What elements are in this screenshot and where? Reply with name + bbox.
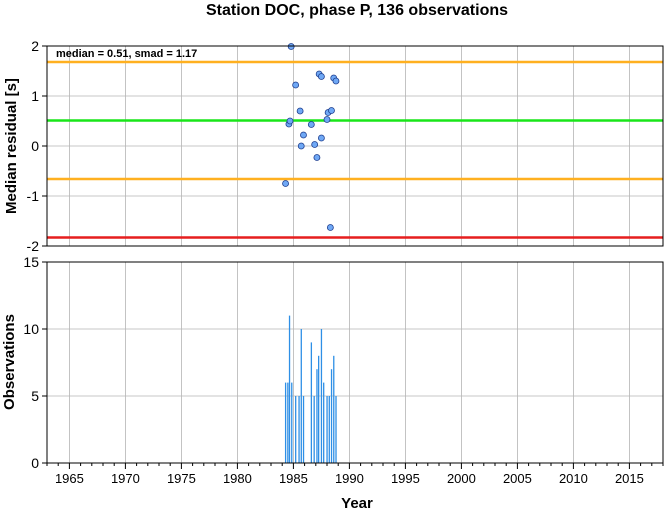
residual-point bbox=[328, 107, 335, 114]
residual-point bbox=[317, 134, 325, 142]
observation-bar bbox=[298, 396, 300, 463]
observation-bar bbox=[318, 355, 320, 463]
year-tick-label: 2005 bbox=[503, 471, 532, 486]
observation-bars bbox=[284, 315, 337, 463]
residual-y-tick-label: -1 bbox=[27, 188, 40, 204]
observation-bar bbox=[300, 329, 302, 463]
residual-y-tick-label: -2 bbox=[27, 238, 40, 254]
year-tick-label: 1990 bbox=[335, 471, 364, 486]
residual-reference-lines bbox=[47, 60, 663, 239]
observation-bar bbox=[328, 396, 330, 463]
year-tick-label: 2000 bbox=[447, 471, 476, 486]
residual-point bbox=[300, 131, 307, 139]
observations-frame bbox=[46, 261, 664, 464]
observation-bar bbox=[288, 315, 291, 463]
observation-bar bbox=[302, 396, 305, 463]
observation-bar bbox=[295, 396, 297, 463]
residual-point bbox=[326, 224, 334, 231]
observation-bar bbox=[323, 382, 325, 463]
residual-y-tick-label: 0 bbox=[31, 138, 39, 154]
year-tick-label: 1985 bbox=[279, 471, 308, 486]
residual-point bbox=[297, 142, 305, 150]
observation-bar bbox=[326, 396, 328, 463]
residual-point bbox=[286, 117, 294, 125]
observation-bar bbox=[320, 329, 323, 463]
observation-bar bbox=[287, 382, 289, 463]
residual-y-ticks: 2 1 0 -1 -2 bbox=[27, 38, 47, 254]
year-tick-label: 1965 bbox=[55, 471, 84, 486]
year-tick-label: 1975 bbox=[167, 471, 196, 486]
observation-bar bbox=[330, 369, 333, 463]
median-smad-annotation: median = 0.51, smad = 1.17 bbox=[56, 48, 197, 60]
year-tick-label: 1995 bbox=[391, 471, 420, 486]
residual-point bbox=[296, 107, 304, 115]
observations-plot-area bbox=[47, 262, 663, 463]
residual-point bbox=[311, 141, 319, 148]
observations-panel: 15 10 5 0 1965 1970 1975 1980 1985 1990 1995 2000 2… bbox=[1, 254, 664, 511]
observation-bar bbox=[291, 382, 293, 463]
observation-bar bbox=[316, 369, 318, 463]
observations-y-axis-label: Observations bbox=[1, 314, 18, 410]
residual-point bbox=[307, 121, 315, 128]
observations-y-tick-label: 15 bbox=[23, 254, 39, 270]
residual-y-tick-label: 2 bbox=[31, 38, 39, 54]
observations-y-ticks: 15 10 5 0 bbox=[23, 254, 47, 471]
year-tick-label: 2010 bbox=[559, 471, 588, 486]
year-x-ticks: 1965 1970 1975 1980 1985 1990 1995 2000 2005 2010… bbox=[46, 463, 664, 486]
observation-bar bbox=[310, 342, 313, 463]
residual-point bbox=[317, 73, 325, 80]
observation-bar bbox=[284, 382, 287, 463]
residual-point bbox=[323, 116, 331, 123]
observations-y-tick-label: 5 bbox=[31, 388, 39, 404]
residual-panel: 2 1 0 -1 -2 median = 0.51, smad = 1.17 Media… bbox=[3, 38, 664, 254]
observation-bar bbox=[333, 355, 335, 463]
residual-y-axis-label: Median residual [s] bbox=[3, 78, 20, 214]
residual-point bbox=[313, 154, 321, 161]
year-x-axis-label: Year bbox=[341, 495, 373, 511]
observation-bar bbox=[313, 396, 315, 463]
residual-point bbox=[332, 77, 340, 85]
year-tick-label: 1970 bbox=[111, 471, 140, 486]
observation-bar bbox=[335, 396, 337, 463]
observations-y-tick-label: 10 bbox=[23, 321, 39, 337]
year-tick-label: 1980 bbox=[223, 471, 252, 486]
observations-y-tick-label: 0 bbox=[31, 455, 39, 471]
residual-point bbox=[292, 81, 300, 89]
year-tick-label: 2015 bbox=[615, 471, 644, 486]
residual-y-tick-label: 1 bbox=[31, 88, 39, 104]
chart-title: Station DOC, phase P, 136 observations bbox=[206, 2, 508, 19]
residual-points bbox=[282, 43, 340, 231]
residual-point bbox=[282, 180, 289, 187]
